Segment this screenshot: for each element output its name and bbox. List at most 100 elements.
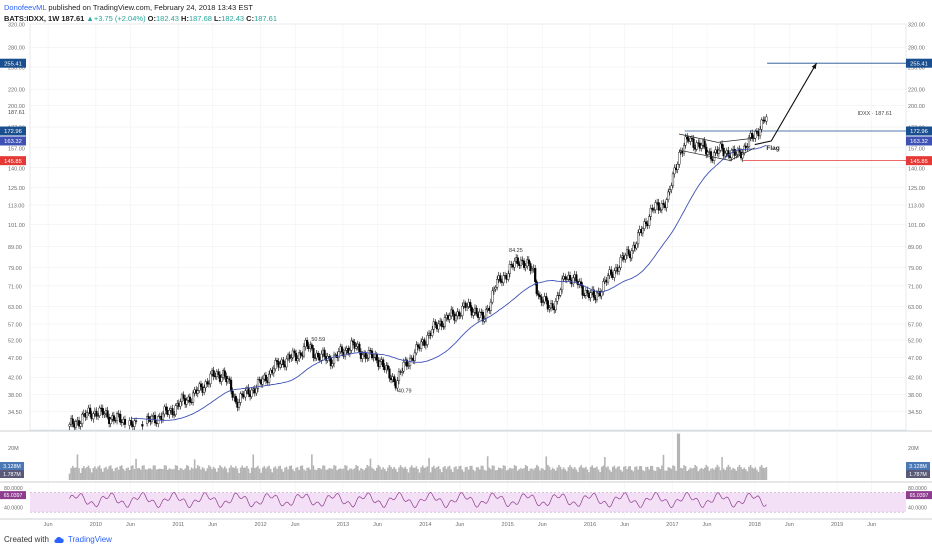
volume-bar — [688, 469, 690, 480]
candle-body — [250, 389, 253, 397]
candle-body — [481, 311, 485, 322]
volume-bar — [268, 465, 270, 480]
volume-bar — [662, 454, 665, 480]
volume-bar — [507, 469, 510, 480]
volume-bar — [223, 466, 226, 480]
volume-bar — [453, 467, 456, 480]
price-tick-label-left: 34.50 — [8, 410, 22, 416]
time-tick-label: Jun — [455, 522, 464, 528]
rsi-tick-left: 80.0000 — [4, 486, 23, 492]
candle-body — [96, 415, 100, 417]
candle-body — [146, 416, 149, 424]
volume-bar — [480, 465, 483, 480]
price-tick-label-right: 140.00 — [908, 166, 925, 172]
candle-body — [223, 370, 226, 377]
candle-body — [575, 274, 578, 282]
candle-body — [448, 315, 451, 320]
volume-bar — [588, 472, 590, 480]
volume-bar — [71, 465, 74, 480]
candle-body — [705, 146, 708, 155]
candle-body — [171, 408, 174, 415]
volume-bar — [540, 468, 543, 480]
volume-bar — [501, 468, 503, 480]
volume-bar — [337, 468, 340, 480]
price-tick-label-right: 71.00 — [908, 284, 922, 290]
candle-body — [727, 150, 730, 157]
volume-bar — [385, 471, 388, 480]
candle-body — [508, 264, 511, 274]
volume-bar — [165, 465, 167, 480]
candle-body — [709, 151, 713, 160]
volume-bar — [90, 472, 93, 480]
volume-bar — [87, 465, 90, 480]
volume-bar — [352, 469, 354, 480]
volume-bar — [518, 469, 521, 480]
volume-bar — [315, 470, 318, 480]
candle-body — [290, 357, 293, 360]
price-tick-label-left: 47.00 — [8, 356, 22, 362]
price-tick-label-right: 101.00 — [908, 223, 925, 229]
volume-bar — [463, 471, 465, 480]
volume-bar — [360, 468, 362, 480]
volume-bar — [637, 469, 639, 480]
volume-bar — [260, 472, 262, 480]
tradingview-brand-link[interactable]: TradingView — [67, 535, 112, 544]
volume-bar — [168, 468, 171, 480]
candle-body — [431, 329, 434, 336]
up-arrow-icon: ▲ — [86, 14, 94, 23]
projection-arrow-head — [811, 63, 817, 70]
candle-body — [397, 371, 401, 381]
volume-bar — [562, 467, 565, 480]
volume-bar — [697, 471, 700, 480]
volume-bar — [147, 468, 150, 480]
candle-body — [256, 379, 260, 389]
volume-bar — [230, 465, 232, 480]
volume-bar — [124, 470, 126, 480]
candle-body — [134, 420, 138, 422]
candle-body — [258, 379, 261, 381]
volume-bar — [605, 467, 608, 480]
volume-bar — [170, 468, 172, 480]
volume-bar — [646, 466, 649, 480]
candle-body — [388, 368, 391, 379]
candle-body — [527, 259, 530, 264]
volume-bar — [415, 466, 418, 480]
volume-bar — [580, 465, 582, 480]
swing-label: 40.79 — [398, 388, 412, 394]
candle-body — [589, 292, 592, 298]
candle-body — [79, 423, 82, 427]
volume-bar — [333, 465, 335, 480]
volume-bar — [200, 469, 202, 480]
volume-bar — [718, 466, 720, 480]
candle-body — [185, 400, 188, 405]
price-tag-ma-right — [906, 136, 932, 146]
volume-bar — [426, 466, 429, 480]
candle-body — [464, 302, 467, 308]
price-tag-text: 163.32 — [910, 139, 928, 145]
volume-bar — [591, 465, 593, 480]
price-tag-text: 145.85 — [910, 159, 928, 165]
author-link[interactable]: DonofeevML — [4, 3, 47, 12]
volume-bar — [244, 467, 247, 480]
volume-bar — [752, 468, 755, 480]
price-tick-label-right: 220.00 — [908, 88, 925, 94]
price-tag-target-left — [0, 58, 26, 68]
volume-bar — [642, 470, 644, 480]
volume-bar — [581, 467, 584, 480]
volume-bar — [235, 466, 237, 480]
candle-body — [423, 339, 426, 346]
volume-bar — [550, 469, 552, 480]
volume-bar — [523, 468, 525, 480]
candle-body — [581, 285, 584, 296]
volume-bar — [341, 468, 343, 480]
volume-bar — [577, 471, 579, 480]
price-tick-label-left: 113.00 — [8, 204, 24, 210]
volume-bar — [439, 469, 441, 480]
candle-body — [502, 275, 505, 283]
volume-bar — [713, 469, 715, 480]
volume-bar — [653, 470, 655, 480]
volume-bar — [398, 467, 400, 480]
candles — [68, 114, 768, 430]
time-tick-label: Jun — [703, 522, 712, 528]
